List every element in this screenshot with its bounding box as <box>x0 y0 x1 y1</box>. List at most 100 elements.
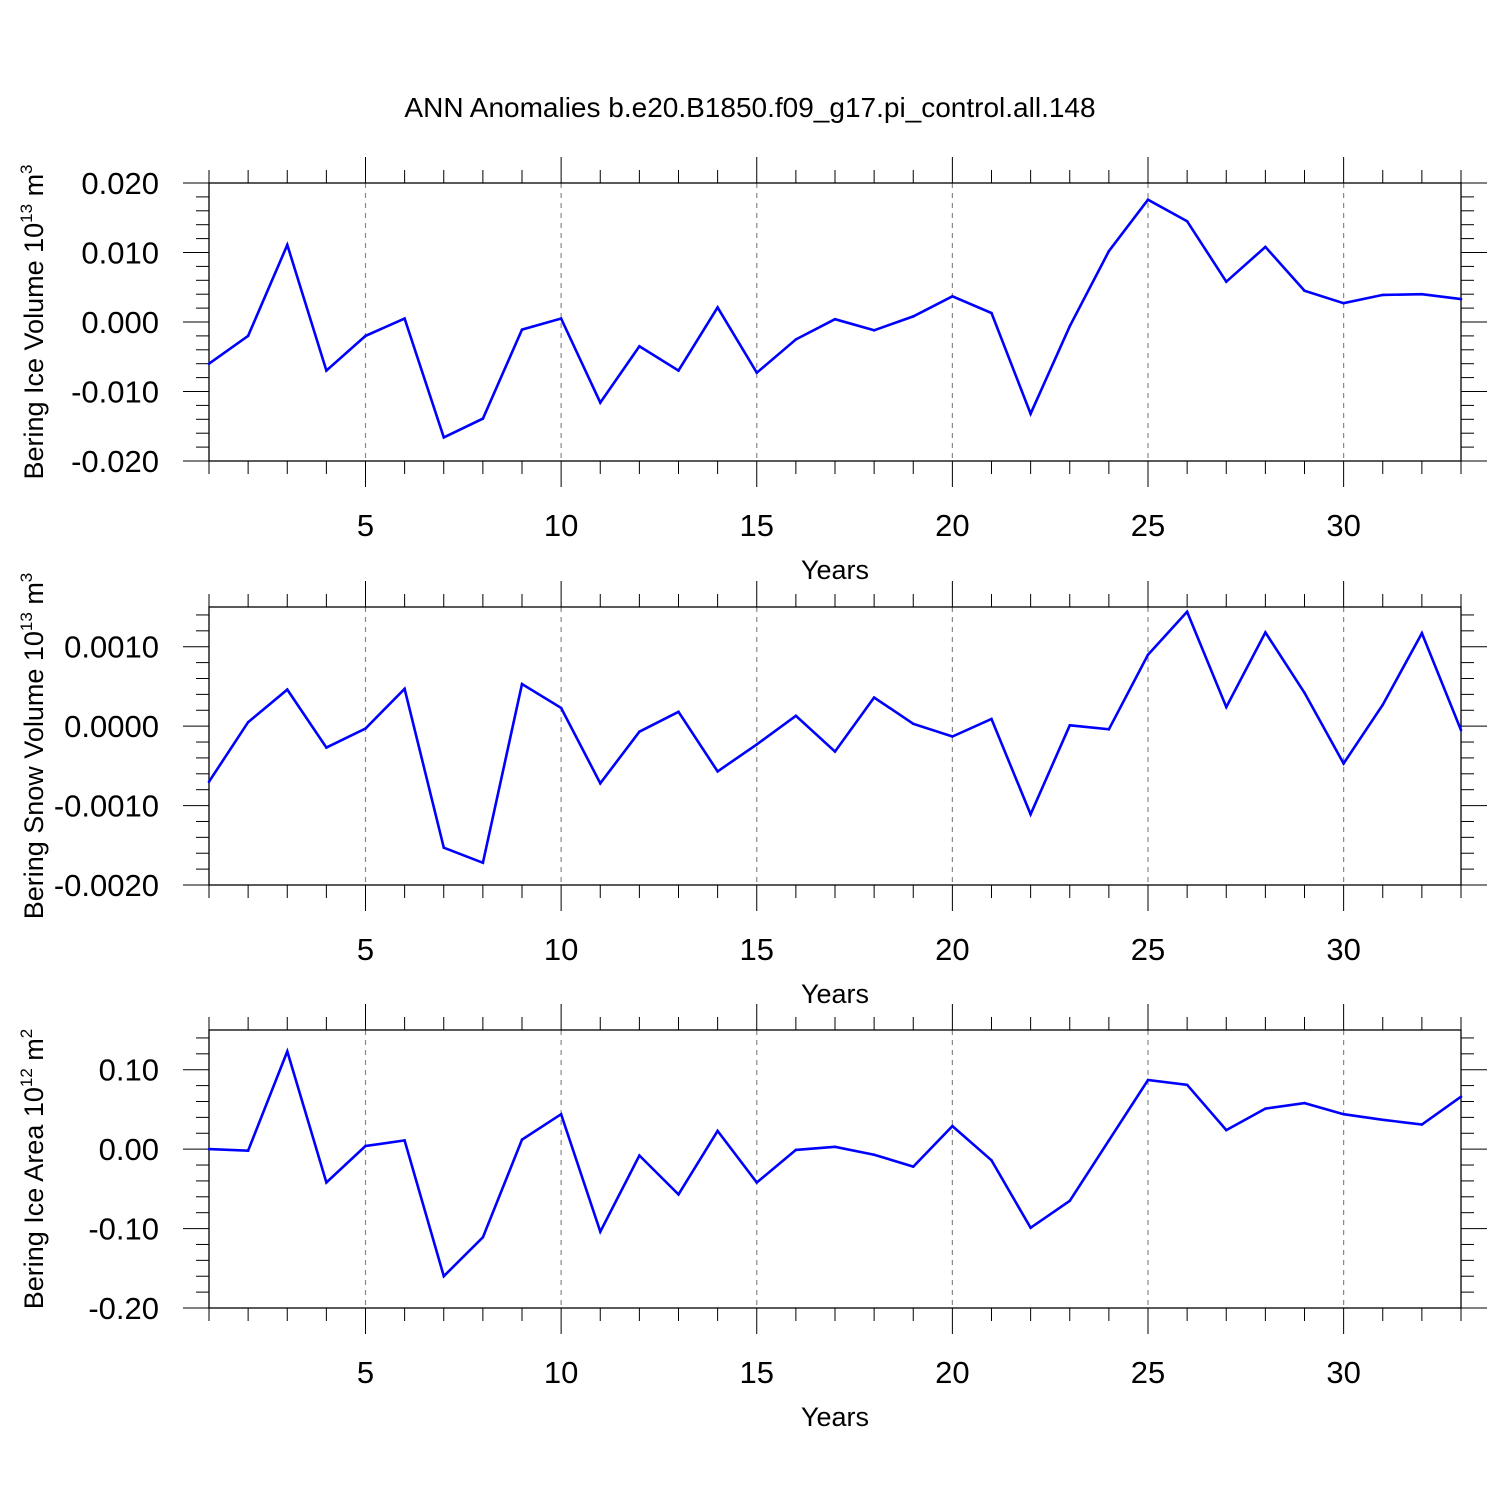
y-tick-label: 0.0000 <box>64 709 159 744</box>
x-tick-label: 25 <box>1131 508 1165 543</box>
data-point <box>285 1050 289 1053</box>
data-point <box>246 1149 250 1153</box>
data-point <box>1185 219 1189 223</box>
data-point <box>1381 293 1385 297</box>
data-point <box>833 750 837 753</box>
data-point <box>911 315 915 318</box>
data-point <box>794 714 798 718</box>
data-point <box>1459 297 1463 301</box>
data-point <box>951 294 954 298</box>
data-point <box>325 1181 328 1184</box>
data-point <box>1420 1123 1424 1126</box>
data-point <box>442 436 446 439</box>
x-tick-label: 15 <box>740 1355 774 1390</box>
y-tick-label: -0.0020 <box>54 868 159 903</box>
data-point <box>1264 1107 1267 1110</box>
data-point <box>403 687 406 691</box>
y-axis-title: Bering Snow Volume 1013 m3 <box>17 573 49 920</box>
x-tick-label: 10 <box>544 1355 578 1390</box>
data-point <box>716 770 719 773</box>
data-point <box>285 688 289 691</box>
plot-frame <box>208 606 1462 886</box>
data-point <box>638 1154 641 1157</box>
data-point <box>1459 728 1463 732</box>
data-point <box>755 371 759 375</box>
data-point <box>1342 762 1345 765</box>
data-point <box>990 311 993 315</box>
panel-3: -0.20 -0.10 0.00 0.10 5 10 15 20 25 30 Years Bering… <box>17 1004 1487 1432</box>
data-point <box>1068 724 1072 727</box>
data-point <box>598 782 602 785</box>
x-tick-label: 20 <box>935 932 969 967</box>
data-point <box>951 735 954 738</box>
x-tick-label: 20 <box>935 508 969 543</box>
y-tick-label: -0.020 <box>71 444 159 479</box>
data-point <box>481 417 485 420</box>
y-tick-label: 0.00 <box>99 1132 159 1167</box>
data-point <box>1264 245 1267 249</box>
data-point <box>207 362 211 366</box>
data-point <box>911 1165 915 1168</box>
y-tick-label: -0.10 <box>88 1212 159 1247</box>
data-point <box>1068 324 1072 328</box>
data-point <box>1264 631 1267 634</box>
chart-title: ANN Anomalies b.e20.B1850.f09_g17.pi_con… <box>404 92 1095 123</box>
x-tick-label: 5 <box>357 932 374 967</box>
data-point <box>794 338 798 341</box>
x-tick-label: 20 <box>935 1355 969 1390</box>
data-point <box>1381 703 1385 706</box>
x-tick-label: 30 <box>1326 932 1360 967</box>
data-point <box>872 696 876 699</box>
data-point <box>1107 1139 1111 1142</box>
x-tick-label: 25 <box>1131 1355 1165 1390</box>
data-point <box>559 317 563 320</box>
data-point <box>833 317 837 321</box>
x-tick-label: 5 <box>357 508 374 543</box>
data-point <box>755 1181 759 1184</box>
data-point <box>1224 705 1228 709</box>
data-point <box>755 743 759 746</box>
x-tick-label: 10 <box>544 932 578 967</box>
data-point <box>598 1230 602 1234</box>
x-axis-title: Years <box>801 1402 869 1432</box>
data-point <box>481 861 485 865</box>
data-point <box>207 780 211 784</box>
data-point <box>364 727 367 730</box>
data-point <box>559 1112 563 1116</box>
data-point <box>1303 691 1306 695</box>
data-point <box>1224 280 1228 283</box>
data-point <box>1107 728 1111 731</box>
data-point <box>1185 610 1189 614</box>
data-point <box>1029 1226 1032 1230</box>
data-point <box>1185 1083 1189 1087</box>
y-axis-title: Bering Ice Volume 1013 m3 <box>17 164 49 479</box>
panel-1: -0.020 -0.010 0.000 0.010 0.020 5 10 15 20 25 30 Ye… <box>17 157 1487 585</box>
data-point <box>364 334 367 338</box>
data-point <box>246 720 250 724</box>
data-point <box>442 1274 446 1278</box>
data-point <box>794 1148 798 1152</box>
x-tick-label: 25 <box>1131 932 1165 967</box>
y-tick-label: 0.010 <box>81 236 159 271</box>
y-axis-title: Bering Ice Area 1012 m2 <box>17 1029 49 1310</box>
data-point <box>716 306 719 309</box>
x-tick-label: 30 <box>1326 508 1360 543</box>
data-point <box>677 369 680 372</box>
plot-frame <box>208 182 1462 462</box>
data-point <box>990 717 993 721</box>
data-point <box>442 846 446 849</box>
data-point <box>1029 813 1032 816</box>
data-point <box>716 1129 719 1133</box>
panel-2: -0.0020 -0.0010 0.0000 0.0010 5 10 15 20 25 30 Yea… <box>17 573 1487 1009</box>
data-point <box>1146 1078 1150 1082</box>
plot-frame <box>208 1029 1462 1309</box>
data-point <box>1029 412 1032 416</box>
data-point <box>951 1124 954 1128</box>
data-point <box>833 1145 837 1149</box>
data-point <box>1342 1112 1345 1116</box>
x-tick-label: 15 <box>740 508 774 543</box>
data-point <box>1420 631 1424 635</box>
data-point <box>1146 198 1150 201</box>
data-point <box>1146 653 1150 656</box>
